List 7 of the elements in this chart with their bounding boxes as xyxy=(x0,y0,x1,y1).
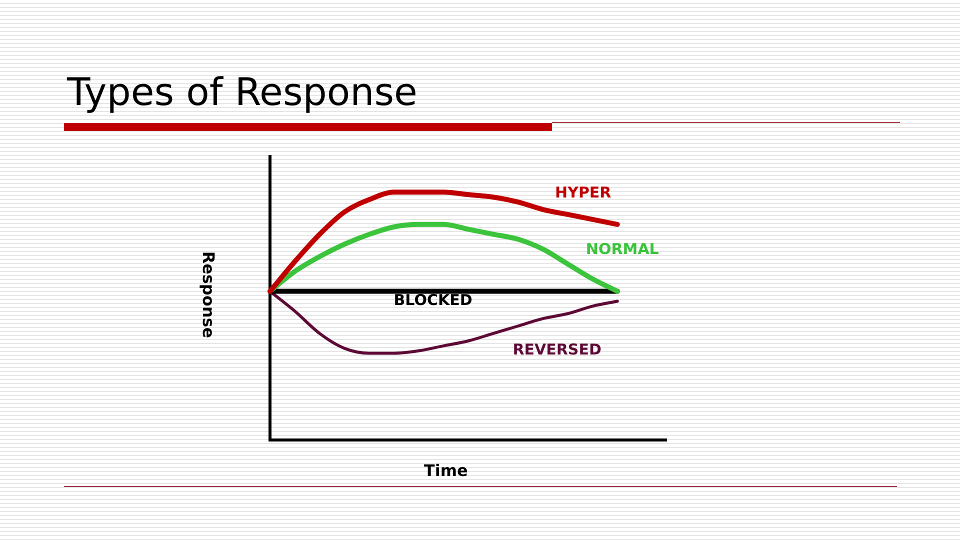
series-label: NORMAL xyxy=(586,240,660,258)
series-label: BLOCKED xyxy=(394,291,472,310)
x-axis-title: Time xyxy=(424,461,468,480)
series-label: HYPER xyxy=(555,183,612,202)
chart-title: Types of Response xyxy=(66,70,418,114)
y-axis-title: Response xyxy=(198,251,218,338)
series-label: REVERSED xyxy=(512,340,602,359)
